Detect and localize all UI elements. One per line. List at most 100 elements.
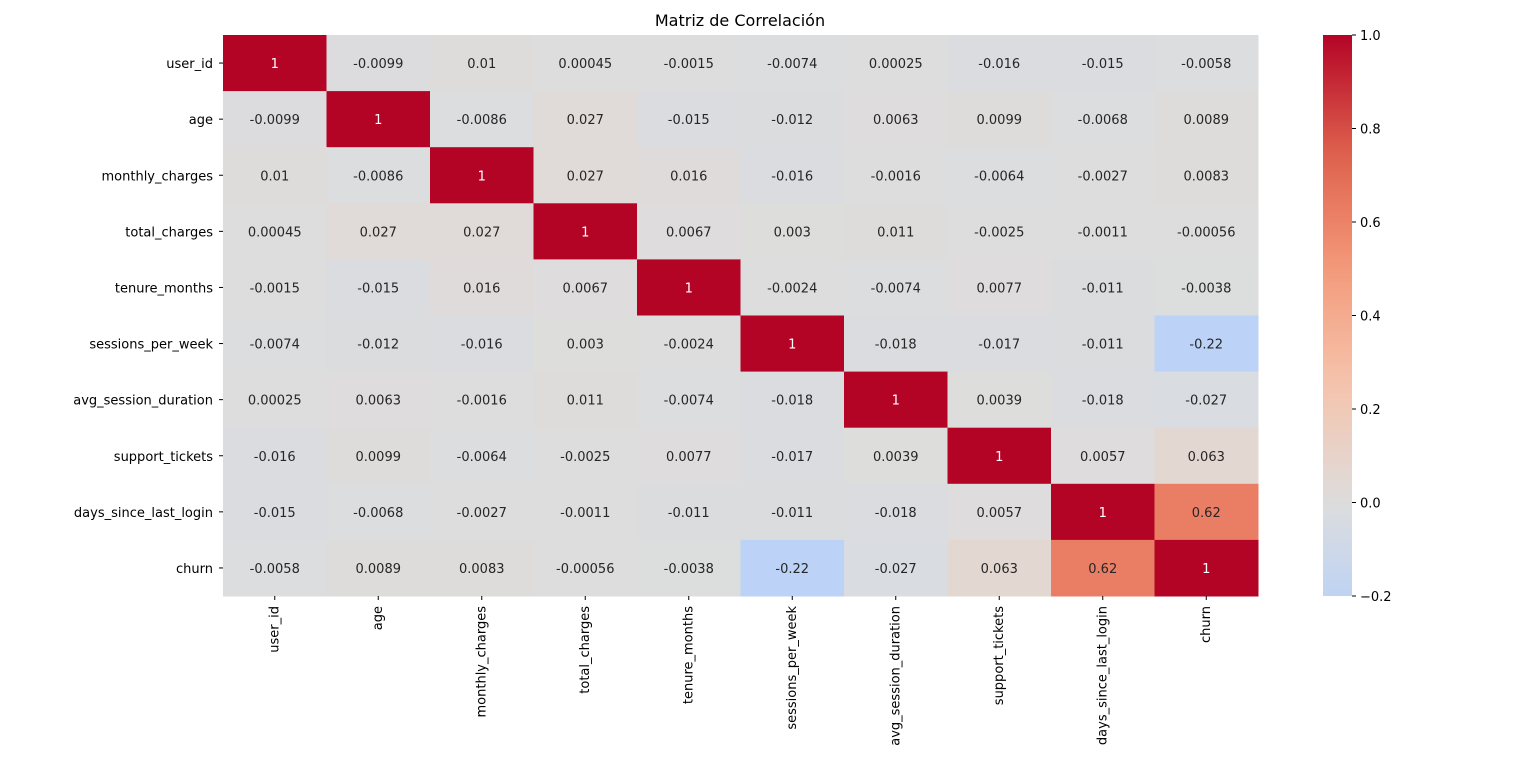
heatmap-cell xyxy=(1051,203,1155,260)
heatmap-cell xyxy=(637,315,741,373)
heatmap-cell xyxy=(844,539,948,597)
row-label: sessions_per_week xyxy=(89,338,213,353)
heatmap-cell xyxy=(223,539,327,597)
heatmap-cell xyxy=(326,427,431,485)
heatmap-cell xyxy=(947,259,1052,316)
row-label: avg_session_duration xyxy=(73,394,213,409)
cell-annotation: 0.0063 xyxy=(873,113,919,128)
heatmap-cell xyxy=(430,483,534,541)
cell-annotation: 0.0099 xyxy=(356,450,402,465)
cell-annotation: 0.0039 xyxy=(873,450,919,465)
heatmap-cell xyxy=(1051,539,1155,597)
cell-annotation: 0.003 xyxy=(567,338,604,353)
heatmap-cell xyxy=(637,91,741,148)
cell-annotation: 0.62 xyxy=(1088,562,1117,577)
heatmap-cell xyxy=(740,315,845,373)
heatmap-cell xyxy=(430,315,534,373)
cell-annotation: -0.0099 xyxy=(353,57,403,72)
cell-annotation: -0.0027 xyxy=(1078,169,1128,184)
cell-annotation: -0.0025 xyxy=(560,450,610,465)
cell-annotation: -0.0016 xyxy=(457,394,507,409)
cell-annotation: -0.0058 xyxy=(1181,57,1231,72)
cell-annotation: 1 xyxy=(1099,506,1107,521)
heatmap-cell xyxy=(430,91,534,148)
heatmap-cell xyxy=(533,35,638,92)
heatmap-cell xyxy=(740,35,845,92)
cell-annotation: -0.015 xyxy=(254,506,296,521)
heatmap-cell xyxy=(533,539,638,597)
heatmap-cell xyxy=(326,259,431,316)
cell-annotation: -0.0064 xyxy=(974,169,1024,184)
cell-annotation: -0.011 xyxy=(1082,281,1124,296)
heatmap-cell xyxy=(326,315,431,373)
row-label: monthly_charges xyxy=(102,169,214,184)
row-label: age xyxy=(189,113,213,128)
cell-annotation: -0.0099 xyxy=(250,113,300,128)
column-label: user_id xyxy=(267,606,282,653)
heatmap-cell xyxy=(1051,259,1155,316)
heatmap-cell xyxy=(1051,315,1155,373)
heatmap-cell xyxy=(947,315,1052,373)
cell-annotation: 1 xyxy=(271,57,279,72)
heatmap-cell xyxy=(223,315,327,373)
cell-annotation: 1 xyxy=(374,113,382,128)
colorbar-tick-label: 1.0 xyxy=(1360,29,1381,44)
heatmap-cell xyxy=(533,427,638,485)
heatmap-cell xyxy=(844,427,948,485)
cell-annotation: -0.0038 xyxy=(664,562,714,577)
heatmap-cell xyxy=(844,203,948,260)
cell-annotation: -0.015 xyxy=(1082,57,1124,72)
cell-annotation: -0.22 xyxy=(775,562,809,577)
cell-annotation: 0.0063 xyxy=(356,394,402,409)
cell-annotation: -0.016 xyxy=(461,338,503,353)
heatmap-cell xyxy=(533,259,638,316)
heatmap-cell xyxy=(844,147,948,204)
heatmap-cell xyxy=(844,91,948,148)
heatmap-cell xyxy=(947,147,1052,204)
heatmap-cell xyxy=(844,35,948,92)
heatmap-cell xyxy=(637,203,741,260)
cell-annotation: 0.00025 xyxy=(869,57,923,72)
cell-annotation: 0.0077 xyxy=(977,281,1023,296)
cell-annotation: -0.017 xyxy=(978,338,1020,353)
heatmap-cell xyxy=(1051,91,1155,148)
heatmap-cell xyxy=(947,35,1052,92)
cell-annotation: 0.0057 xyxy=(1080,450,1126,465)
cell-annotation: 0.01 xyxy=(467,57,496,72)
colorbar-tick-label: 0.4 xyxy=(1360,310,1381,325)
heatmap-cell xyxy=(1154,315,1259,373)
heatmap-cell xyxy=(1051,371,1155,429)
cell-annotation: -0.0058 xyxy=(250,562,300,577)
cell-annotation: -0.0074 xyxy=(767,57,817,72)
column-label: churn xyxy=(1199,606,1214,643)
heatmap-cell xyxy=(223,203,327,260)
heatmap-cell xyxy=(430,371,534,429)
cell-annotation: -0.0027 xyxy=(457,506,507,521)
heatmap-cell xyxy=(223,91,327,148)
heatmap-cell xyxy=(844,259,948,316)
heatmap-cell xyxy=(637,483,741,541)
cell-annotation: -0.011 xyxy=(1082,338,1124,353)
colorbar-tick-label: 0.6 xyxy=(1360,216,1381,231)
column-label: support_tickets xyxy=(992,606,1007,705)
cell-annotation: -0.018 xyxy=(1082,394,1124,409)
colorbar-tick-label: 0.2 xyxy=(1360,403,1381,418)
cell-annotation: 0.063 xyxy=(1188,450,1225,465)
heatmap-cell xyxy=(223,35,327,92)
cell-annotation: -0.0015 xyxy=(250,281,300,296)
row-label: tenure_months xyxy=(115,281,213,296)
cell-annotation: 0.0057 xyxy=(977,506,1023,521)
heatmap-cell xyxy=(1051,147,1155,204)
cell-annotation: 0.027 xyxy=(463,225,500,240)
column-label: total_charges xyxy=(578,606,593,694)
heatmap-cell xyxy=(1051,427,1155,485)
heatmap-cell xyxy=(637,259,741,316)
cell-annotation: 1 xyxy=(581,225,589,240)
heatmap-cell xyxy=(637,35,741,92)
colorbar-tick-label: 0.8 xyxy=(1360,123,1381,138)
cell-annotation: -0.0024 xyxy=(664,338,714,353)
cell-annotation: 1 xyxy=(478,169,486,184)
cell-annotation: -0.0064 xyxy=(457,450,507,465)
cell-annotation: -0.0074 xyxy=(871,281,921,296)
